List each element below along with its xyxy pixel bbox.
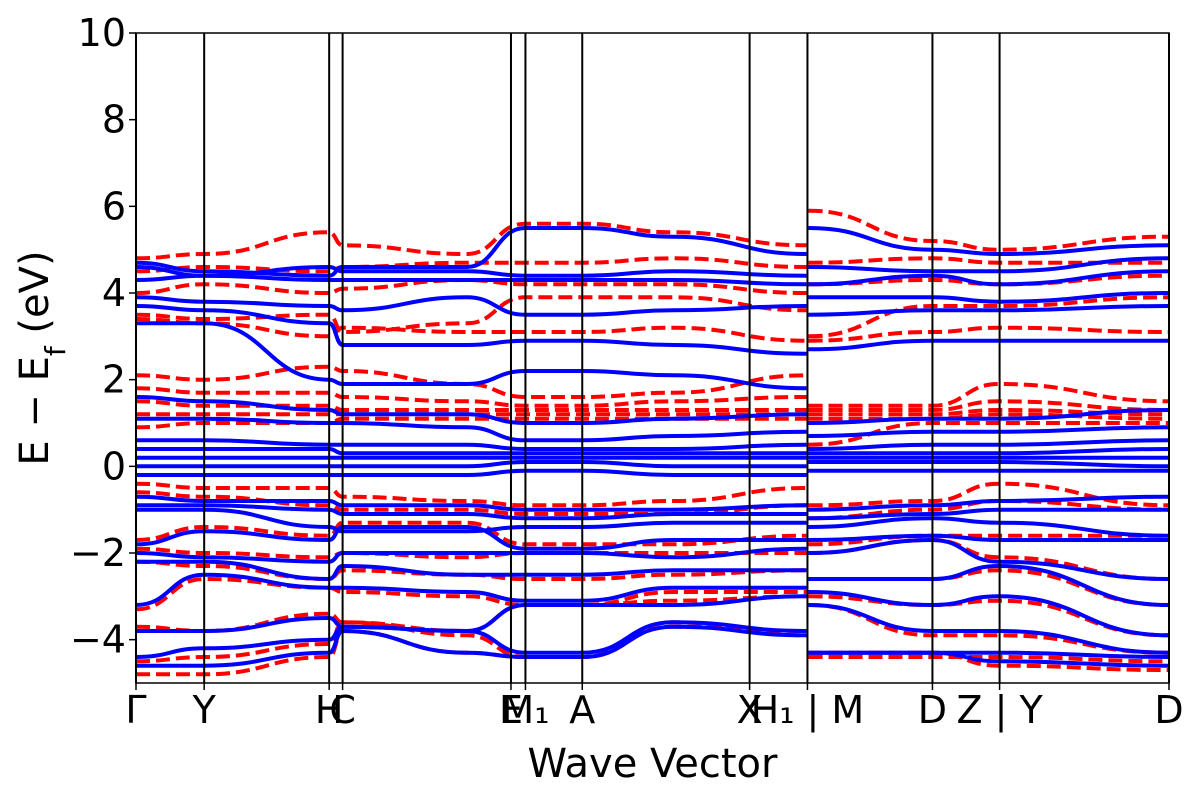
band-spin-up-6-seg-1 — [808, 408, 1169, 425]
band-spin-up-11-seg-0 — [136, 460, 807, 469]
band-spin-up-16-seg-1 — [808, 533, 1169, 543]
band-spin-up-8-seg-1 — [808, 438, 1169, 451]
y-tick-label: 10 — [78, 11, 126, 55]
y-axis-label-unit: (eV) — [12, 250, 58, 346]
band-spin-up-5-seg-1 — [808, 338, 1169, 352]
y-tick-label: 4 — [102, 271, 126, 315]
plot-frame — [135, 32, 1170, 684]
band-spin-down-32-seg-1 — [808, 420, 1169, 447]
band-spin-up-13-seg-1 — [808, 494, 1169, 512]
y-axis-label-subscript: f — [39, 345, 72, 356]
y-tick-label: 2 — [102, 358, 126, 402]
band-spin-down-36-seg-0 — [136, 546, 807, 560]
band-spin-up-3-seg-0 — [136, 295, 807, 317]
band-spin-up-11-seg-1 — [808, 459, 1169, 469]
y-axis-ticks: −4 −2 0 2 4 6 8 10 — [70, 11, 136, 662]
y-tick-label: 6 — [102, 184, 126, 228]
band-spin-up-21-seg-0 — [136, 620, 807, 659]
band-spin-up-9-seg-0 — [136, 446, 807, 456]
band-spin-down-28-seg-1 — [808, 381, 1169, 408]
band-spin-up-5-seg-0 — [136, 321, 807, 391]
y-axis-label: E − Ef (eV) — [12, 250, 72, 465]
band-spin-up-16-seg-0 — [136, 524, 807, 551]
band-spin-down-26-seg-1 — [808, 295, 1169, 339]
y-tick-label: −2 — [70, 531, 126, 575]
band-spin-up-15-seg-0 — [136, 507, 807, 534]
band-spin-up-7-seg-0 — [136, 416, 807, 443]
band-spin-up-1-seg-0 — [136, 264, 807, 278]
band-spin-up-4-seg-0 — [136, 304, 807, 356]
x-tick-label: A — [569, 688, 595, 732]
band-spin-up-3-seg-1 — [808, 291, 1169, 304]
band-spin-up-15-seg-1 — [808, 516, 1169, 538]
band-spin-down-24-seg-0 — [136, 256, 807, 274]
band-spin-up-4-seg-1 — [808, 304, 1169, 317]
band-spin-down-29-seg-0 — [136, 386, 807, 408]
x-tick-label: H₁ | M — [751, 688, 865, 733]
band-spin-up-6-seg-0 — [136, 395, 807, 425]
band-spin-down-38-seg-0 — [136, 576, 807, 612]
y-axis-label-main: E − E — [12, 356, 58, 466]
x-tick-label: X — [737, 688, 763, 732]
series-layer — [136, 208, 1169, 677]
x-tick-label: Γ — [125, 688, 146, 732]
band-spin-down-23-seg-1 — [808, 208, 1169, 252]
band-spin-up-8-seg-0 — [136, 438, 807, 452]
x-axis-label: Wave Vector — [528, 741, 779, 787]
band-spin-up-13-seg-0 — [136, 494, 807, 512]
band-spin-up-18-seg-1 — [808, 563, 1169, 607]
band-spin-down-27-seg-1 — [808, 325, 1169, 343]
band-spin-up-0-seg-1 — [808, 226, 1169, 257]
band-spin-up-14-seg-0 — [136, 503, 807, 521]
x-tick-label: Z | Y — [956, 688, 1043, 733]
band-spin-up-14-seg-1 — [808, 507, 1169, 521]
x-tick-label: M₁ — [501, 688, 549, 732]
x-tick-label: H — [315, 688, 344, 732]
plot-area — [135, 32, 1170, 684]
band-spin-up-20-seg-1 — [808, 603, 1169, 655]
band-spin-up-7-seg-1 — [808, 425, 1169, 438]
band-spin-up-22-seg-0 — [136, 624, 807, 668]
y-tick-label: 0 — [102, 444, 126, 488]
band-spin-up-19-seg-0 — [136, 572, 807, 607]
x-tick-label: E — [499, 688, 523, 732]
band-spin-down-31-seg-1 — [808, 412, 1169, 421]
x-tick-label: Y — [192, 688, 217, 732]
x-tick-label: D — [918, 688, 947, 732]
band-spin-up-19-seg-1 — [808, 590, 1169, 638]
band-spin-up-2-seg-1 — [808, 269, 1169, 287]
band-spin-up-2-seg-0 — [136, 273, 807, 287]
band-spin-down-23-seg-0 — [136, 221, 807, 261]
y-tick-label: 8 — [102, 98, 126, 142]
band-spin-up-9-seg-1 — [808, 447, 1169, 456]
band-spin-up-17-seg-1 — [808, 537, 1169, 581]
band-spin-down-33-seg-0 — [136, 481, 807, 508]
band-spin-up-18-seg-0 — [136, 559, 807, 582]
band-spin-down-35-seg-0 — [136, 520, 807, 547]
x-tick-label: D — [1154, 688, 1183, 732]
band-spin-down-30-seg-0 — [136, 399, 807, 413]
band-spin-up-17-seg-0 — [136, 546, 807, 564]
band-spin-up-22-seg-1 — [808, 650, 1169, 668]
band-spin-down-35-seg-1 — [808, 533, 1169, 547]
x-tick-label: C — [329, 688, 356, 732]
band-spin-up-12-seg-0 — [136, 468, 807, 478]
band-spin-down-26-seg-0 — [136, 295, 807, 335]
y-tick-label: −4 — [70, 618, 126, 662]
band-spin-down-29-seg-1 — [808, 399, 1169, 413]
band-spin-up-1-seg-1 — [808, 256, 1169, 274]
band-spin-down-27-seg-0 — [136, 317, 807, 343]
